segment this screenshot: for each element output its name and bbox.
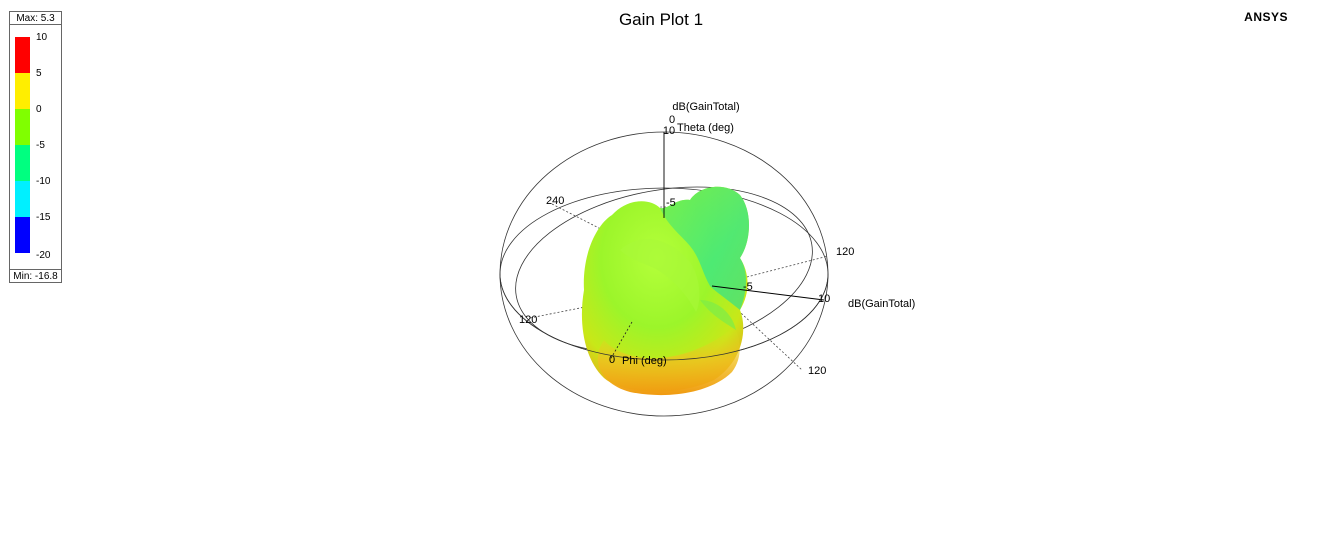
colorbar-swatch-2 <box>15 73 30 109</box>
radial-tick-10: 10 <box>818 293 830 305</box>
radial-axis-label: dB(GainTotal) <box>848 298 915 310</box>
angle-tick-120-left: 120 <box>519 314 537 326</box>
theta-axis-tick-10: 10 <box>663 125 675 137</box>
phi-axis-line <box>609 321 633 361</box>
colorbar-tick-label: -20 <box>36 250 51 261</box>
radial-tick-neg5: -5 <box>743 281 753 293</box>
angle-tick-120-right: 120 <box>836 246 854 258</box>
colorbar-max-label: Max: 5.3 <box>9 11 62 25</box>
colorbar: 10 5 0 -5 -10 -15 -20 <box>9 25 62 269</box>
radial-axis-line <box>711 285 825 301</box>
colorbar-swatch-3 <box>15 109 30 145</box>
theta-axis-label: Theta (deg) <box>677 122 734 134</box>
colorbar-tick-label: 5 <box>36 68 42 79</box>
colorbar-tick-label: -10 <box>36 176 51 187</box>
colorbar-tick-label: -5 <box>36 140 45 151</box>
theta-axis-quantity-label: dB(GainTotal) <box>672 101 739 113</box>
colorbar-tick-label: 0 <box>36 104 42 115</box>
phi-axis-label: Phi (deg) <box>622 355 667 367</box>
colorbar-swatch-4 <box>15 145 30 181</box>
theta-axis-tick-0: 0 <box>669 114 675 126</box>
angle-tick-240: 240 <box>546 195 564 207</box>
theta-axis-tick-neg5: -5 <box>666 197 676 209</box>
colorbar-swatch-1 <box>15 37 30 73</box>
phi-axis-tick-0: 0 <box>609 354 615 366</box>
colorbar-tick-label: -15 <box>36 212 51 223</box>
colorbar-min-label: Min: -16.8 <box>9 269 62 283</box>
chart-title: Gain Plot 1 <box>618 10 704 29</box>
colorbar-tick-label: 10 <box>36 32 48 43</box>
brand-logo-text: ANSYS <box>1244 10 1288 24</box>
gain-pattern-surface <box>581 186 749 396</box>
colorbar-swatch-5 <box>15 181 30 217</box>
angle-tick-120-bottom: 120 <box>808 365 826 377</box>
phi-circle-front <box>499 273 829 361</box>
colorbar-swatch-6 <box>15 217 30 253</box>
